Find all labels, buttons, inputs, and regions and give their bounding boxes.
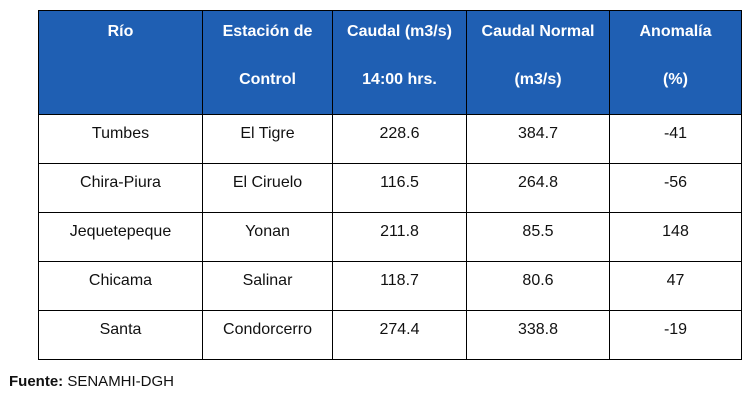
source-label: Fuente: bbox=[9, 373, 64, 390]
cell-caudal: 211.8 bbox=[332, 212, 467, 262]
cell-anomalia: 148 bbox=[609, 212, 742, 262]
cell-caudal-text: 228.6 bbox=[379, 125, 420, 142]
header-caudal-normal: Caudal Normal (m3/s) bbox=[466, 10, 610, 115]
source-value: SENAMHI-DGH bbox=[67, 373, 175, 390]
table-header: Río Estación de Control Caudal (m3/s) 14… bbox=[38, 10, 742, 115]
cell-rio-text: Chicama bbox=[88, 272, 153, 289]
header-anomalia-line2: (%) bbox=[663, 71, 688, 88]
cell-caudal-text: 274.4 bbox=[379, 321, 420, 338]
header-caudal-line1: Caudal (m3/s) bbox=[347, 23, 452, 40]
header-anomalia-line1: Anomalía bbox=[639, 23, 712, 40]
header-caudal-line2: 14:00 hrs. bbox=[362, 71, 437, 88]
cell-caudal-text: 211.8 bbox=[380, 223, 419, 240]
cell-normal: 85.5 bbox=[466, 212, 610, 262]
cell-estacion: El Ciruelo bbox=[202, 163, 333, 213]
cell-caudal: 274.4 bbox=[332, 310, 467, 360]
cell-anomalia-text: -56 bbox=[663, 174, 688, 191]
cell-anomalia-text: -41 bbox=[663, 125, 688, 142]
header-estacion-line2: Control bbox=[239, 71, 296, 88]
cell-rio-text: Jequetepeque bbox=[69, 223, 172, 240]
header-anomalia: Anomalía (%) bbox=[609, 10, 742, 115]
table-body: Tumbes El Tigre 228.6 384.7 -41 Chira-Pi… bbox=[38, 114, 742, 360]
cell-normal: 264.8 bbox=[466, 163, 610, 213]
header-rio: Río bbox=[38, 10, 203, 115]
cell-caudal-text: 118.7 bbox=[380, 272, 419, 289]
cell-normal: 338.8 bbox=[466, 310, 610, 360]
header-row: Río Estación de Control Caudal (m3/s) 14… bbox=[38, 10, 742, 115]
cell-rio: Tumbes bbox=[38, 114, 203, 164]
table-row: Tumbes El Tigre 228.6 384.7 -41 bbox=[38, 114, 742, 164]
cell-estacion-text: Salinar bbox=[242, 272, 293, 289]
cell-normal-text: 80.6 bbox=[522, 272, 554, 289]
header-estacion-line1: Estación de bbox=[222, 23, 313, 40]
cell-rio: Jequetepeque bbox=[38, 212, 203, 262]
cell-anomalia-text: -19 bbox=[663, 321, 688, 338]
cell-anomalia-text: 47 bbox=[666, 272, 685, 289]
source-note: Fuente: SENAMHI-DGH bbox=[9, 372, 174, 392]
cell-normal-text: 85.5 bbox=[522, 223, 554, 240]
cell-rio: Chira-Piura bbox=[38, 163, 203, 213]
cell-anomalia-text: 148 bbox=[662, 223, 689, 240]
cell-anomalia: -56 bbox=[609, 163, 742, 213]
cell-estacion-text: Condorcerro bbox=[223, 321, 312, 338]
header-caudal-normal-line1: Caudal Normal bbox=[481, 23, 595, 40]
table-row: Chicama Salinar 118.7 80.6 47 bbox=[38, 261, 742, 311]
table-row: Chira-Piura El Ciruelo 116.5 264.8 -56 bbox=[38, 163, 742, 213]
cell-estacion-text: El Tigre bbox=[240, 125, 295, 142]
cell-normal-text: 338.8 bbox=[517, 321, 559, 338]
cell-estacion-text: Yonan bbox=[245, 223, 290, 240]
cell-normal: 384.7 bbox=[466, 114, 610, 164]
cell-anomalia: 47 bbox=[609, 261, 742, 311]
river-flow-table: Río Estación de Control Caudal (m3/s) 14… bbox=[38, 10, 742, 360]
cell-caudal: 118.7 bbox=[332, 261, 467, 311]
cell-normal: 80.6 bbox=[466, 261, 610, 311]
cell-rio: Santa bbox=[38, 310, 203, 360]
cell-rio-text: Tumbes bbox=[91, 125, 150, 142]
header-caudal: Caudal (m3/s) 14:00 hrs. bbox=[332, 10, 467, 115]
cell-estacion: Yonan bbox=[202, 212, 333, 262]
cell-rio-text: Chira-Piura bbox=[80, 174, 161, 191]
cell-estacion: Condorcerro bbox=[202, 310, 333, 360]
cell-normal-text: 384.7 bbox=[517, 125, 559, 142]
header-rio-line1: Río bbox=[107, 23, 134, 40]
cell-estacion: El Tigre bbox=[202, 114, 333, 164]
cell-rio-text: Santa bbox=[99, 321, 142, 338]
cell-rio: Chicama bbox=[38, 261, 203, 311]
cell-normal-text: 264.8 bbox=[517, 174, 559, 191]
cell-caudal-text: 116.5 bbox=[380, 174, 419, 191]
table-row: Jequetepeque Yonan 211.8 85.5 148 bbox=[38, 212, 742, 262]
cell-caudal: 116.5 bbox=[332, 163, 467, 213]
header-estacion: Estación de Control bbox=[202, 10, 333, 115]
cell-estacion: Salinar bbox=[202, 261, 333, 311]
cell-caudal: 228.6 bbox=[332, 114, 467, 164]
header-caudal-normal-line2: (m3/s) bbox=[514, 71, 562, 88]
cell-anomalia: -41 bbox=[609, 114, 742, 164]
cell-estacion-text: El Ciruelo bbox=[232, 174, 303, 191]
table-row: Santa Condorcerro 274.4 338.8 -19 bbox=[38, 310, 742, 360]
cell-anomalia: -19 bbox=[609, 310, 742, 360]
